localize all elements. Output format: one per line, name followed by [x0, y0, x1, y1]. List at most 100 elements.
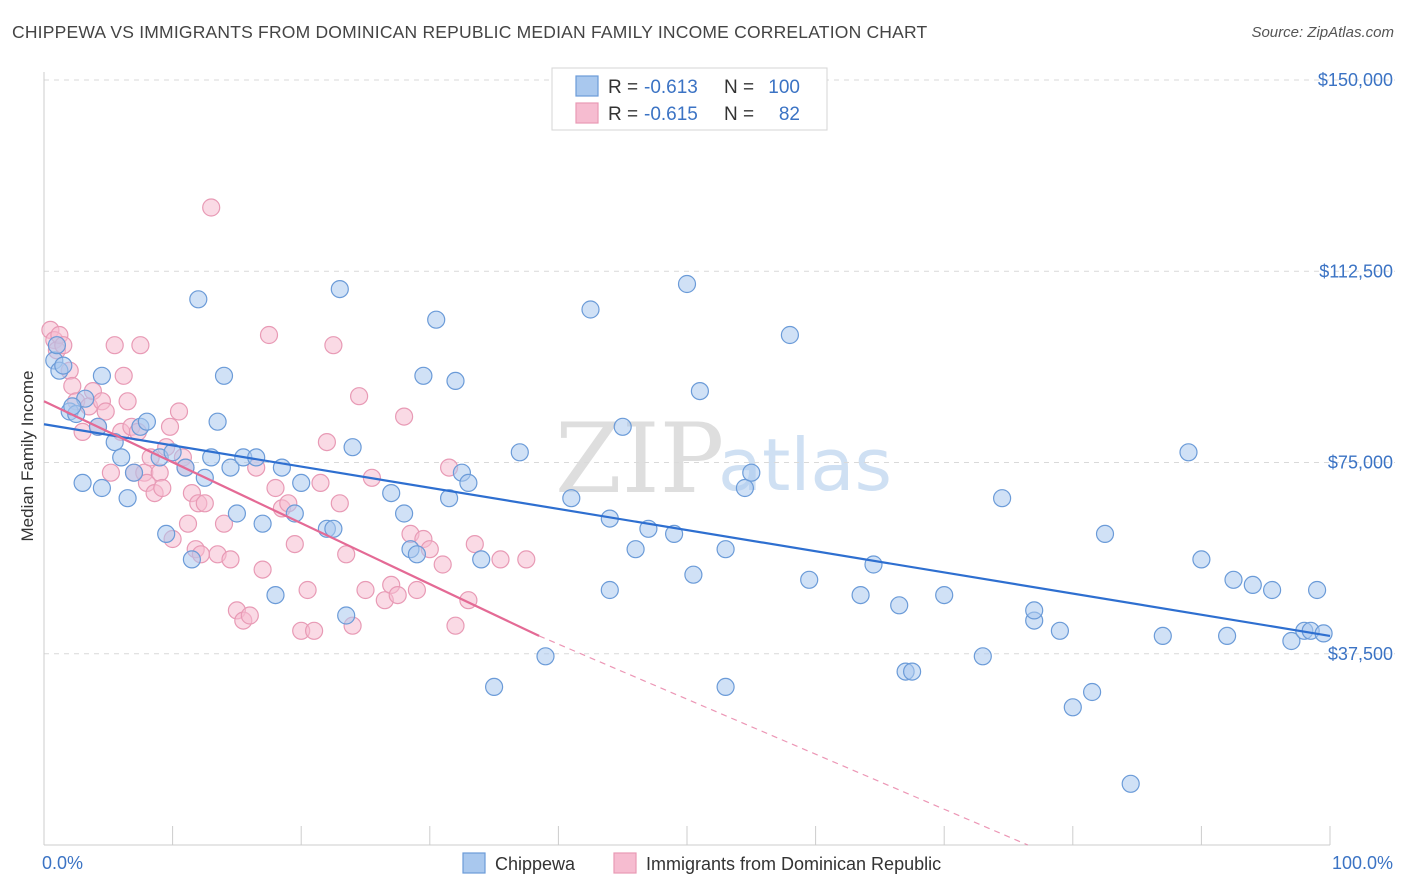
point-chippewa-7 — [73, 473, 92, 492]
y-tick-label-2: $112,500 — [1319, 261, 1393, 281]
legend-swatch-dominican — [575, 102, 599, 124]
point-chippewa-53 — [536, 647, 555, 666]
point-chippewa-21 — [189, 290, 208, 309]
point-chippewa-85 — [1121, 774, 1140, 793]
point-dominican-28 — [153, 478, 172, 498]
point-chippewa-65 — [716, 677, 735, 697]
bottom-legend-swatch-dominican — [613, 852, 637, 874]
point-chippewa-70 — [800, 570, 819, 589]
point-chippewa-78 — [992, 489, 1012, 508]
trend-line-dominican — [43, 400, 540, 637]
point-dominican-78 — [465, 534, 484, 554]
point-chippewa-57 — [600, 580, 619, 600]
point-chippewa-20 — [182, 550, 201, 569]
point-chippewa-40 — [382, 484, 401, 503]
point-dominican-17 — [114, 366, 133, 385]
point-chippewa-64 — [690, 382, 710, 401]
point-chippewa-81 — [1050, 621, 1070, 640]
point-chippewa-47 — [446, 371, 465, 390]
point-dominican-71 — [407, 580, 426, 600]
series-chippewa-points — [45, 274, 1333, 793]
point-chippewa-39 — [343, 438, 362, 457]
point-dominican-64 — [356, 580, 375, 600]
watermark-zip: ZIP — [555, 403, 724, 515]
point-chippewa-41 — [395, 504, 414, 523]
point-chippewa-37 — [330, 280, 349, 299]
point-dominican-48 — [253, 560, 272, 579]
y-tick-labels: $37,500 $75,000 $112,500 $150,000 — [1318, 70, 1393, 664]
point-chippewa-91 — [1243, 575, 1262, 595]
point-chippewa-8 — [92, 478, 112, 498]
point-chippewa-27 — [227, 504, 246, 523]
point-dominican-13 — [96, 402, 115, 421]
point-chippewa-73 — [890, 596, 909, 615]
point-dominican-43 — [221, 550, 240, 569]
point-chippewa-17 — [157, 524, 176, 544]
point-chippewa-88 — [1192, 550, 1211, 569]
point-chippewa-2 — [47, 336, 67, 355]
point-chippewa-67 — [735, 478, 755, 498]
point-chippewa-77 — [973, 647, 992, 666]
point-chippewa-45 — [427, 310, 446, 329]
point-chippewa-43 — [407, 545, 426, 564]
point-chippewa-49 — [459, 473, 478, 492]
bottom-legend-swatch-chippewa — [462, 852, 486, 874]
point-chippewa-12 — [118, 489, 137, 508]
point-chippewa-30 — [253, 514, 272, 533]
point-chippewa-44 — [414, 366, 433, 385]
point-dominican-32 — [169, 402, 189, 421]
point-dominican-69 — [395, 407, 414, 426]
point-chippewa-18 — [163, 443, 182, 462]
point-chippewa-59 — [626, 540, 645, 559]
point-dominican-80 — [517, 550, 536, 569]
point-chippewa-52 — [510, 443, 529, 462]
point-chippewa-11 — [112, 448, 131, 467]
point-chippewa-80 — [1025, 601, 1044, 620]
point-chippewa-54 — [562, 489, 581, 508]
point-dominican-22 — [131, 336, 150, 355]
point-dominican-42 — [214, 514, 234, 533]
legend-r-label-chippewa: R = — [608, 77, 638, 98]
point-dominican-30 — [160, 417, 180, 436]
point-chippewa-46 — [440, 489, 459, 508]
top-legend: R = -0.613 N = 100 R = -0.615 N = 82 — [551, 67, 828, 131]
point-chippewa-51 — [485, 677, 504, 697]
y-tick-label-3: $150,000 — [1318, 70, 1393, 90]
point-chippewa-24 — [208, 412, 227, 431]
bottom-legend-label-dominican: Immigrants from Dominican Republic — [646, 854, 941, 874]
point-chippewa-96 — [1307, 580, 1327, 600]
point-chippewa-25 — [214, 366, 234, 385]
point-chippewa-6 — [92, 366, 112, 385]
legend-swatch-chippewa — [575, 75, 599, 97]
point-dominican-58 — [317, 433, 336, 452]
point-dominican-53 — [285, 534, 304, 554]
legend-n-value-dominican: 82 — [779, 104, 800, 125]
chart-title: CHIPPEWA VS IMMIGRANTS FROM DOMINICAN RE… — [12, 22, 928, 42]
point-chippewa-66 — [716, 540, 735, 559]
y-tick-label-0: $37,500 — [1328, 644, 1393, 664]
point-chippewa-58 — [613, 417, 632, 436]
point-dominican-50 — [266, 478, 285, 498]
trend-line-chippewa — [43, 423, 1331, 637]
point-chippewa-93 — [1282, 631, 1301, 651]
point-chippewa-72 — [864, 555, 883, 574]
point-dominican-6 — [63, 376, 82, 396]
point-dominican-55 — [298, 580, 317, 600]
point-dominican-14 — [101, 463, 121, 482]
point-chippewa-98 — [54, 356, 73, 375]
y-axis-title: Median Family Income — [18, 370, 37, 541]
point-chippewa-69 — [780, 325, 800, 345]
point-chippewa-87 — [1179, 443, 1198, 462]
point-dominican-49 — [259, 325, 279, 345]
x-tick-label-min: 0.0% — [42, 853, 83, 873]
bottom-legend: Chippewa Immigrants from Dominican Repub… — [462, 852, 941, 874]
point-dominican-27 — [150, 463, 169, 482]
point-chippewa-84 — [1095, 524, 1115, 544]
point-dominican-56 — [305, 621, 324, 640]
point-chippewa-31 — [266, 585, 285, 605]
point-chippewa-71 — [851, 585, 870, 605]
point-dominican-68 — [388, 585, 407, 605]
point-dominican-15 — [105, 336, 124, 355]
watermark: ZIP atlas — [555, 403, 892, 515]
